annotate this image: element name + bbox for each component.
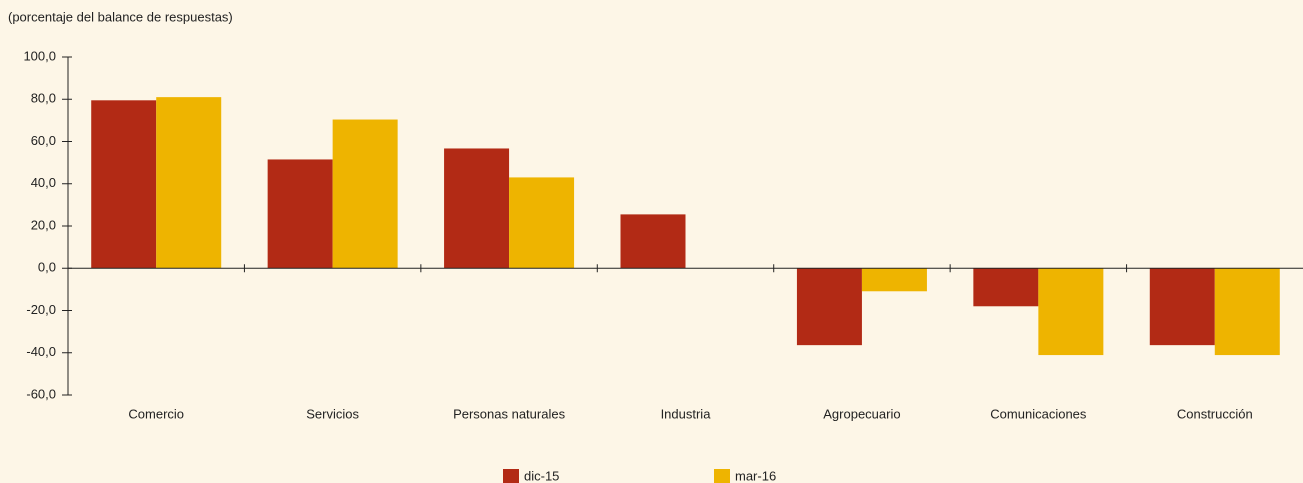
y-tick-label: -40,0 xyxy=(26,344,56,359)
bar xyxy=(91,100,157,269)
legend-label: dic-15 xyxy=(524,468,559,483)
y-tick-label: 80,0 xyxy=(31,91,56,106)
x-tick-label: Agropecuario xyxy=(823,406,900,421)
bar xyxy=(861,268,927,292)
bar xyxy=(1149,268,1215,346)
y-tick-label: 0,0 xyxy=(38,260,56,275)
legend-label: mar-16 xyxy=(735,468,776,483)
x-tick-label: Comercio xyxy=(128,406,184,421)
y-tick-label: 40,0 xyxy=(31,175,56,190)
y-tick-label: 60,0 xyxy=(31,133,56,148)
bar xyxy=(796,268,862,346)
bar xyxy=(156,97,222,269)
y-axis-label: (porcentaje del balance de respuestas) xyxy=(8,9,233,24)
legend-swatch xyxy=(714,469,730,483)
y-tick-label: -60,0 xyxy=(26,386,56,401)
x-tick-label: Servicios xyxy=(306,406,359,421)
bar xyxy=(509,177,575,269)
x-tick-label: Industria xyxy=(661,406,712,421)
y-tick-label: -20,0 xyxy=(26,302,56,317)
x-tick-label: Construcción xyxy=(1177,406,1253,421)
y-tick-label: 20,0 xyxy=(31,217,56,232)
x-tick-label: Personas naturales xyxy=(453,406,566,421)
bar xyxy=(973,268,1039,307)
bar xyxy=(444,148,510,269)
bar xyxy=(620,214,686,269)
y-tick-label: 100,0 xyxy=(23,48,56,63)
legend-swatch xyxy=(503,469,519,483)
bar xyxy=(1214,268,1280,356)
bar xyxy=(267,159,333,269)
bar xyxy=(332,119,398,269)
bar xyxy=(1038,268,1104,356)
x-tick-label: Comunicaciones xyxy=(990,406,1087,421)
